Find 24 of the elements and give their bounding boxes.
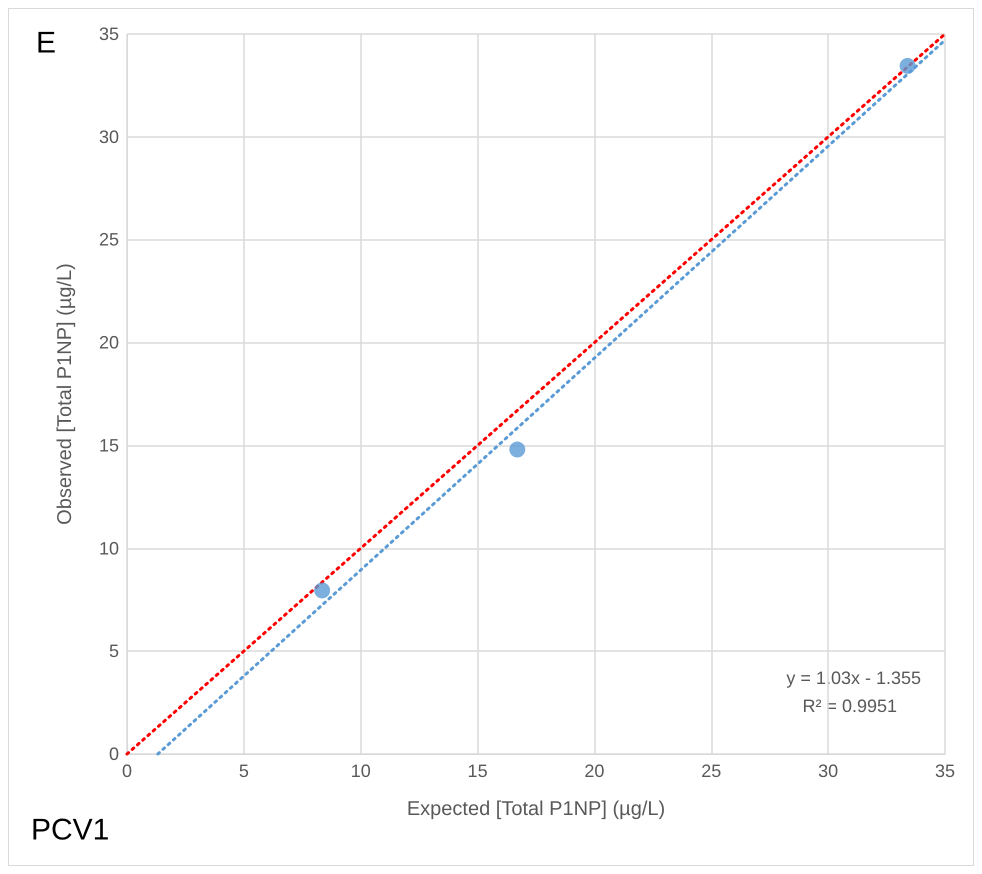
point <box>900 58 916 74</box>
y-tick-label: 35 <box>98 24 119 44</box>
y-tick-label: 20 <box>98 332 119 353</box>
x-tick-label: 15 <box>468 761 488 781</box>
y-tick-label: 10 <box>98 538 119 558</box>
x-tick-label: 30 <box>818 761 838 781</box>
x-tick-label: 5 <box>238 761 249 781</box>
y-tick-label: 5 <box>108 641 119 662</box>
x-tick-label: 25 <box>701 761 722 781</box>
text: PCV1 <box>31 814 110 846</box>
x-tick-label: 20 <box>584 761 604 781</box>
y-tick-label: 30 <box>98 126 119 147</box>
chart-title: E <box>36 26 56 60</box>
annotation: y = 1.03x - 1.355 <box>786 668 922 688</box>
y-tick-label: 25 <box>98 230 119 250</box>
point <box>314 582 330 598</box>
y-tick-label: 15 <box>98 435 119 456</box>
y-axis-title: Observed [Total P1NP] (µg/L) <box>54 263 76 525</box>
x-tick-label: 35 <box>934 761 956 781</box>
x-tick-label: 10 <box>350 761 371 781</box>
point <box>509 442 526 458</box>
x-axis-title: Expected [Total P1NP] (µg/L) <box>406 798 666 820</box>
y-tick-label: 0 <box>108 744 119 764</box>
x-tick-label: 0 <box>122 761 132 781</box>
